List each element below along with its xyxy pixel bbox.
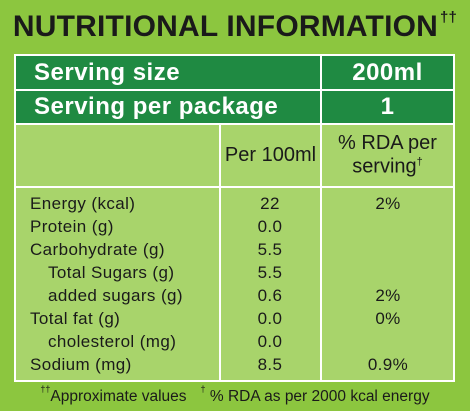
row-carbohydrate-per100: 5.5 (257, 240, 283, 259)
row-energy-label: Energy (kcal) (30, 194, 136, 213)
row-added-sugars-per100: 0.6 (257, 286, 283, 305)
row-added-sugars-label: added sugars (g) (48, 286, 183, 305)
body-rda-cell (322, 188, 453, 380)
row-energy-per100: 22 (260, 194, 280, 213)
header-rda: % RDA per serving† (322, 125, 453, 186)
row-carbohydrate-label: Carbohydrate (g) (30, 240, 165, 259)
row-total-fat-label: Total fat (g) (30, 309, 121, 328)
footnote-rda-mark: † (200, 383, 206, 394)
header-blank-cell (16, 125, 219, 186)
row-cholesterol-label: cholesterol (mg) (48, 332, 177, 351)
title-mark: †† (440, 8, 458, 26)
row-added-sugars-rda: 2% (375, 286, 401, 305)
serving-package-label: Serving per package (16, 91, 320, 123)
row-sodium-rda: 0.9% (367, 355, 409, 374)
header-rda-line2: serving (352, 155, 417, 178)
row-total-sugars-label: Total Sugars (g) (48, 263, 175, 282)
row-protein-per100: 0.0 (257, 217, 283, 236)
row-total-fat-per100: 0.0 (257, 309, 283, 328)
header-per100: Per 100ml (221, 125, 320, 186)
footnote-approx-text: Approximate values (50, 388, 187, 406)
serving-package-value: 1 (322, 91, 453, 123)
footnote-rda-text: % RDA as per 2000 kcal energy (209, 388, 430, 406)
serving-size-value: 200ml (322, 56, 453, 89)
footnotes: ††Approximate values † % RDA as per 2000… (0, 382, 470, 411)
row-total-sugars-per100: 5.5 (257, 263, 283, 282)
row-protein-label: Protein (g) (30, 217, 114, 236)
row-total-fat-rda: 0% (375, 309, 401, 328)
footnote-approx: ††Approximate values (40, 383, 187, 406)
footnote-approx-mark: †† (40, 383, 51, 394)
body-per100-cell (221, 188, 320, 380)
nutrition-title: NUTRITIONAL INFORMATION †† (0, 0, 470, 54)
row-sodium-label: Sodium (mg) (30, 355, 132, 374)
row-cholesterol-per100: 0.0 (257, 332, 283, 351)
row-sodium-per100: 8.5 (257, 355, 283, 374)
header-rda-line1: % RDA per (338, 132, 437, 155)
serving-size-label: Serving size (16, 56, 320, 89)
title-text: NUTRITIONAL INFORMATION (12, 10, 439, 43)
nutrition-table: Serving size 200ml Serving per package 1… (14, 54, 455, 382)
footnote-rda: † % RDA as per 2000 kcal energy (200, 383, 430, 406)
header-rda-mark: † (416, 156, 423, 169)
body-label-cell (16, 188, 219, 380)
header-per100-text: Per 100ml (224, 144, 317, 166)
row-energy-rda: 2% (375, 194, 401, 213)
